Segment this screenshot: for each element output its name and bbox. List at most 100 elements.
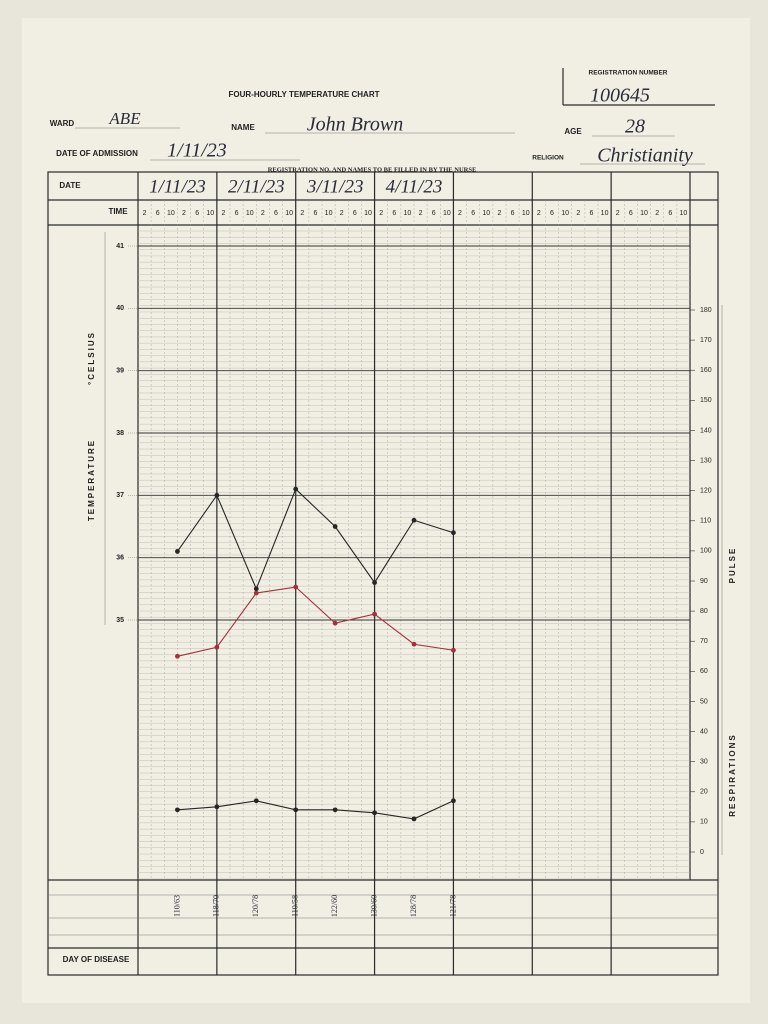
data-point bbox=[332, 524, 338, 529]
religion-label: RELIGION bbox=[532, 155, 564, 162]
ward: ABE bbox=[108, 109, 141, 128]
time-label: 6 bbox=[432, 210, 436, 217]
time-label: 10 bbox=[443, 210, 451, 217]
time-label: 10 bbox=[561, 210, 569, 217]
data-point bbox=[372, 611, 377, 617]
time-label: 6 bbox=[156, 210, 160, 217]
bp-label: 121/78 bbox=[448, 895, 457, 917]
time-label: 10 bbox=[364, 210, 372, 217]
time-label: 10 bbox=[246, 210, 254, 217]
series-line bbox=[177, 800, 454, 820]
bp-label: 110/58 bbox=[291, 895, 300, 917]
y-tick-label: 35 bbox=[116, 617, 124, 624]
time-label: 2 bbox=[616, 210, 620, 217]
data-point bbox=[214, 644, 220, 650]
time-label: 6 bbox=[511, 210, 515, 217]
time-label: 2 bbox=[458, 210, 462, 217]
data-point bbox=[293, 486, 299, 492]
note: REGISTRATION NO. AND NAMES TO BE FILLED … bbox=[268, 166, 477, 173]
time-label: 6 bbox=[629, 210, 633, 217]
time-label: 10 bbox=[640, 210, 648, 217]
date-label: DATE bbox=[59, 181, 81, 190]
y2-tick-label: 70 bbox=[700, 638, 708, 645]
series-line bbox=[177, 586, 454, 657]
y2-tick-label: 110 bbox=[700, 518, 711, 525]
registration-label: REGISTRATION NUMBER bbox=[589, 70, 668, 77]
y-tick-label: 36 bbox=[116, 555, 124, 562]
admission-label: DATE OF ADMISSION bbox=[56, 149, 138, 158]
time-label: 2 bbox=[221, 210, 225, 217]
data-point bbox=[175, 807, 180, 813]
time-label: 6 bbox=[668, 210, 672, 217]
data-point bbox=[451, 647, 456, 653]
time-label: 6 bbox=[471, 210, 475, 217]
time-label: 2 bbox=[576, 210, 580, 217]
y-tick-label: 41 bbox=[116, 243, 124, 250]
y2-tick-label: 100 bbox=[700, 548, 712, 555]
data-point bbox=[253, 590, 259, 596]
y-tick-label: 38 bbox=[116, 430, 124, 437]
date: 1/11/23 bbox=[149, 176, 206, 197]
time-label: 2 bbox=[340, 210, 344, 217]
time-label: 10 bbox=[680, 210, 688, 217]
time-label: 6 bbox=[550, 210, 554, 217]
time-label: 6 bbox=[353, 210, 357, 217]
y2-tick-label: 30 bbox=[700, 759, 708, 766]
data-point bbox=[411, 641, 417, 647]
y2-tick-label: 90 bbox=[700, 578, 708, 585]
y2-tick-label: 160 bbox=[700, 367, 712, 374]
y-axis-label: TEMPERATURE bbox=[87, 439, 96, 521]
data-point bbox=[332, 807, 338, 813]
chart-title: FOUR-HOURLY TEMPERATURE CHART bbox=[229, 90, 380, 99]
age: 28 bbox=[625, 116, 645, 138]
time-label: 10 bbox=[404, 210, 412, 217]
data-point bbox=[411, 816, 417, 822]
time-label: 10 bbox=[482, 210, 490, 217]
time-label: 10 bbox=[167, 210, 175, 217]
y2-tick-label: 10 bbox=[700, 819, 708, 826]
y2-tick-label: 50 bbox=[700, 698, 708, 705]
time-label: 10 bbox=[325, 210, 333, 217]
date: 4/11/23 bbox=[386, 176, 443, 197]
data-point bbox=[214, 492, 220, 498]
data-point bbox=[293, 807, 299, 813]
data-point bbox=[451, 530, 456, 536]
religion: Christianity bbox=[597, 145, 693, 167]
y2-tick-label: 80 bbox=[700, 608, 708, 615]
admission-date: 1/11/23 bbox=[167, 140, 227, 162]
data-point bbox=[332, 620, 338, 626]
data-point bbox=[253, 798, 259, 804]
date: 2/11/23 bbox=[228, 176, 285, 197]
time-label: 2 bbox=[143, 210, 147, 217]
time-label: 10 bbox=[285, 210, 293, 217]
bp-label: 128/78 bbox=[409, 895, 418, 917]
registration-number: 100645 bbox=[590, 85, 650, 107]
time-label: 10 bbox=[522, 210, 530, 217]
time-label: 2 bbox=[261, 210, 265, 217]
data-point bbox=[372, 810, 377, 816]
time-label: 2 bbox=[379, 210, 383, 217]
pulse-label: PULSE bbox=[728, 547, 737, 584]
time-label: 6 bbox=[274, 210, 278, 217]
bp-label: 130/60 bbox=[369, 895, 378, 917]
time-label: 6 bbox=[235, 210, 239, 217]
y2-tick-label: 140 bbox=[700, 427, 712, 434]
time-label: 10 bbox=[206, 210, 214, 217]
y2-tick-label: 150 bbox=[700, 397, 712, 404]
time-label: 6 bbox=[195, 210, 199, 217]
time-label: 2 bbox=[182, 210, 186, 217]
y2-tick-label: 170 bbox=[700, 337, 712, 344]
data-point bbox=[293, 584, 299, 590]
y2-tick-label: 130 bbox=[700, 457, 712, 464]
y-tick-label: 40 bbox=[116, 305, 124, 312]
day-of-disease-label: DAY OF DISEASE bbox=[63, 955, 130, 964]
data-point bbox=[253, 586, 259, 592]
date: 3/11/23 bbox=[306, 176, 364, 197]
series-line bbox=[176, 488, 454, 591]
time-label: TIME bbox=[108, 207, 128, 216]
time-label: 2 bbox=[537, 210, 541, 217]
y2-tick-label: 20 bbox=[700, 789, 708, 796]
bp-label: 120/78 bbox=[251, 895, 260, 917]
time-label: 6 bbox=[313, 210, 317, 217]
